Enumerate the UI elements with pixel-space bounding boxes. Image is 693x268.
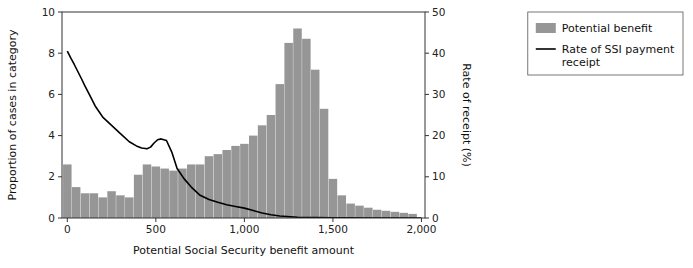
legend-label: Rate of SSI paymentreceipt bbox=[562, 43, 675, 69]
y2-tick-label: 20 bbox=[432, 129, 445, 141]
bar bbox=[107, 191, 115, 218]
bar bbox=[267, 115, 275, 218]
bar bbox=[169, 171, 177, 218]
y2-tick-label: 10 bbox=[432, 170, 445, 182]
y2-axis-label: Rate of receipt (%) bbox=[460, 63, 473, 167]
x-tick-label: 1,500 bbox=[318, 223, 348, 235]
y2-tick-label: 0 bbox=[432, 212, 439, 224]
x-tick bbox=[67, 218, 68, 222]
y-tick bbox=[58, 94, 62, 95]
bar bbox=[346, 204, 354, 218]
y-tick-label: 10 bbox=[42, 6, 55, 18]
legend-label-line: Rate of SSI payment bbox=[562, 43, 675, 56]
marks bbox=[63, 28, 421, 218]
chart: 05001,0001,5002,000024681001020304050Pot… bbox=[0, 0, 693, 268]
bar bbox=[364, 208, 372, 218]
y-tick bbox=[58, 12, 62, 13]
y-tick-label: 4 bbox=[48, 129, 55, 141]
x-tick bbox=[421, 218, 422, 222]
bar bbox=[160, 169, 168, 218]
x-tick bbox=[244, 218, 245, 222]
bar bbox=[302, 39, 310, 218]
bar bbox=[63, 164, 71, 218]
x-tick-label: 1,000 bbox=[229, 223, 259, 235]
bar bbox=[134, 175, 142, 218]
plot-frame bbox=[62, 12, 425, 218]
bar bbox=[293, 28, 301, 218]
x-tick-label: 500 bbox=[146, 223, 166, 235]
bar bbox=[196, 164, 204, 218]
bar bbox=[152, 167, 160, 219]
x-tick-label: 2,000 bbox=[406, 223, 436, 235]
y-tick bbox=[58, 176, 62, 177]
bar bbox=[373, 210, 381, 218]
y2-tick bbox=[425, 53, 429, 54]
y-tick-label: 6 bbox=[48, 88, 55, 100]
bar bbox=[338, 195, 346, 218]
bar bbox=[276, 84, 284, 218]
legend-label-line: receipt bbox=[562, 56, 601, 69]
bar bbox=[187, 164, 195, 218]
bar bbox=[355, 206, 363, 218]
y-axis-label: Proportion of cases in category bbox=[6, 29, 19, 200]
x-tick-label: 0 bbox=[64, 223, 71, 235]
y2-tick-label: 40 bbox=[432, 47, 445, 59]
y-tick-label: 0 bbox=[48, 212, 55, 224]
y2-tick bbox=[425, 218, 429, 219]
bar bbox=[258, 125, 266, 218]
x-tick bbox=[155, 218, 156, 222]
y2-tick-label: 30 bbox=[432, 88, 445, 100]
line bbox=[67, 51, 421, 218]
bar bbox=[284, 43, 292, 218]
legend-box bbox=[528, 12, 683, 75]
bar bbox=[329, 179, 337, 218]
y2-tick-label: 50 bbox=[432, 6, 445, 18]
y-tick bbox=[58, 218, 62, 219]
legend-swatch bbox=[536, 48, 556, 50]
bar bbox=[143, 164, 151, 218]
bar bbox=[72, 187, 80, 218]
legend: Potential benefit Rate of SSI paymentrece… bbox=[528, 12, 683, 75]
y-tick-label: 8 bbox=[48, 47, 55, 59]
legend-swatch bbox=[536, 23, 556, 33]
bar bbox=[98, 197, 106, 218]
bar bbox=[391, 212, 399, 218]
y-tick bbox=[58, 135, 62, 136]
bar bbox=[205, 156, 213, 218]
x-tick bbox=[332, 218, 333, 222]
bar bbox=[214, 154, 222, 218]
bar bbox=[81, 193, 89, 218]
bar bbox=[249, 136, 257, 218]
bar bbox=[116, 195, 124, 218]
bar bbox=[311, 70, 319, 218]
bar bbox=[222, 150, 230, 218]
y2-tick bbox=[425, 12, 429, 13]
y2-tick bbox=[425, 135, 429, 136]
bar bbox=[320, 109, 328, 218]
bar bbox=[125, 197, 133, 218]
bar bbox=[90, 193, 98, 218]
legend-label-line: Potential benefit bbox=[562, 22, 653, 35]
y2-tick bbox=[425, 176, 429, 177]
y-tick-label: 2 bbox=[48, 170, 55, 182]
x-axis-label: Potential Social Security benefit amount bbox=[133, 244, 355, 257]
legend-label: Potential benefit bbox=[562, 22, 653, 35]
y-tick bbox=[58, 53, 62, 54]
y2-tick bbox=[425, 94, 429, 95]
bar bbox=[382, 211, 390, 218]
